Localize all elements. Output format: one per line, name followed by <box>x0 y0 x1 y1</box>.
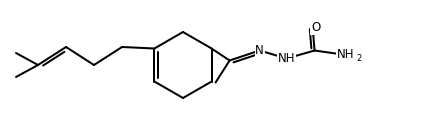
Text: 2: 2 <box>357 54 362 63</box>
Text: NH: NH <box>278 52 295 65</box>
Text: N: N <box>255 44 264 57</box>
Text: NH: NH <box>337 48 354 61</box>
Text: O: O <box>311 21 320 34</box>
